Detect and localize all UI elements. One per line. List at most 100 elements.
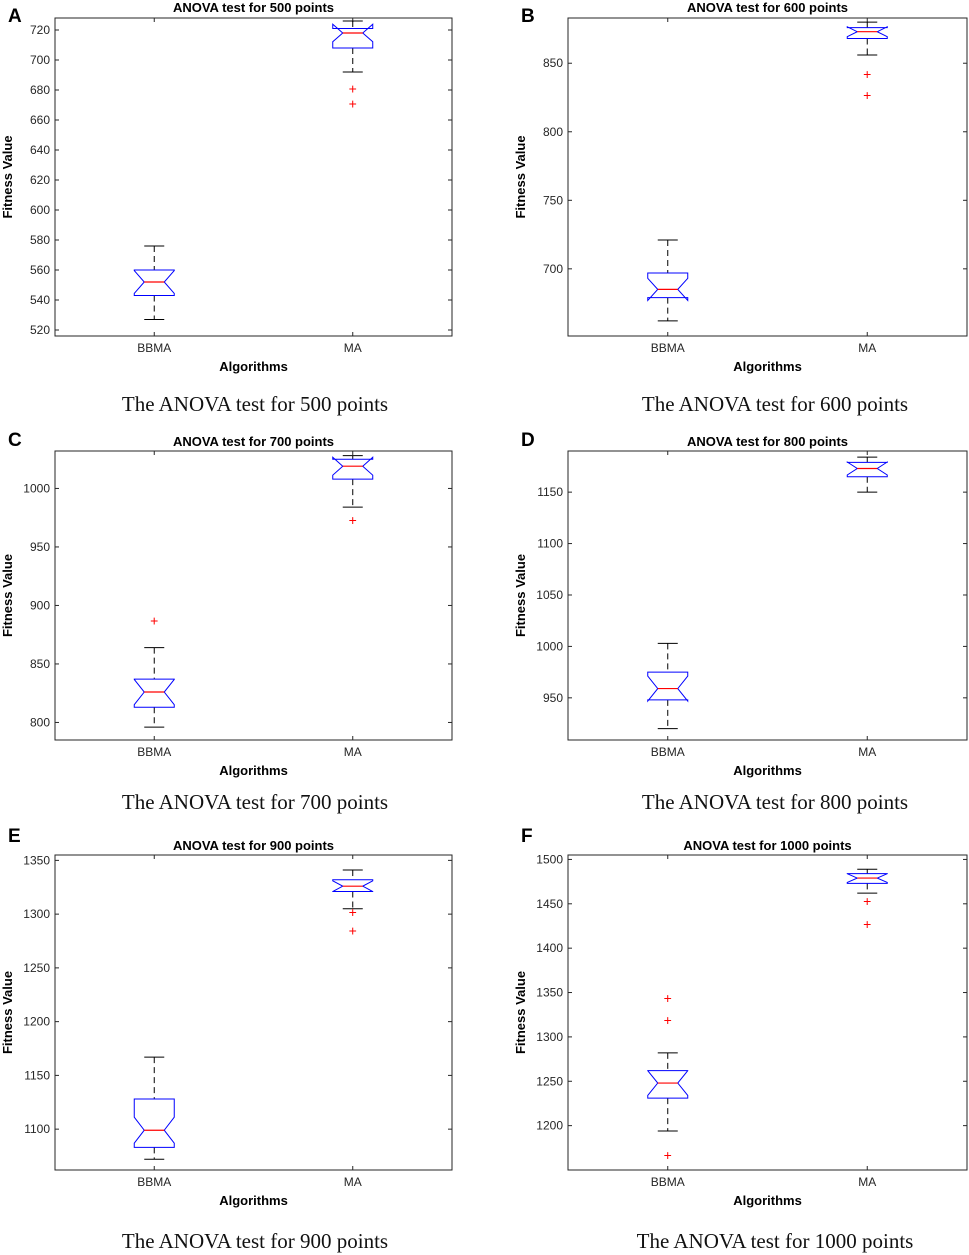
panel-f: F ANOVA test for 1000 points 1200 1250 1300 1…: [513, 826, 968, 1253]
x-tick-label: MA: [344, 341, 362, 355]
panel-label: A: [8, 6, 22, 27]
notched-box: [846, 461, 888, 478]
y-tick-label: 700: [543, 262, 563, 276]
box-ma: ++: [846, 868, 888, 932]
y-tick-label: 720: [30, 23, 50, 37]
y-tick-label: 600: [30, 203, 50, 217]
panel-label: D: [521, 430, 535, 451]
chart-title: ANOVA test for 700 points: [173, 434, 334, 449]
panel-label: C: [8, 430, 22, 451]
y-tick-label: 800: [543, 125, 563, 139]
notched-box: [133, 1098, 175, 1148]
x-axis-label: Algorithms: [219, 763, 288, 778]
notched-box: [647, 1070, 689, 1099]
x-tick-label: BBMA: [137, 745, 171, 759]
x-axis-label: Algorithms: [733, 763, 802, 778]
y-tick-label: 1350: [536, 986, 563, 1000]
outlier-marker: +: [349, 922, 357, 938]
y-tick-label: 1000: [23, 481, 50, 495]
panel-c: C ANOVA test for 700 points 800 850 900 950 10…: [0, 430, 453, 814]
x-tick-label: MA: [858, 1175, 876, 1189]
box-bbma: [647, 239, 689, 322]
y-tick-label: 1000: [536, 639, 563, 653]
outlier-marker: +: [349, 81, 357, 97]
notched-box: [332, 456, 374, 480]
chart-title: ANOVA test for 1000 points: [683, 838, 851, 853]
notched-box: [647, 671, 689, 703]
x-tick-label: MA: [344, 745, 362, 759]
panel-e: E ANOVA test for 900 points 1100 1150 1200 12…: [0, 826, 453, 1253]
figure-caption: The ANOVA test for 900 points: [122, 1229, 388, 1253]
y-tick-label: 1100: [24, 1122, 50, 1136]
x-tick-label: BBMA: [137, 1175, 171, 1189]
notched-box: [133, 269, 175, 296]
notched-box: [332, 879, 374, 893]
y-axis-label: Fitness Value: [0, 971, 15, 1054]
y-axis-label: Fitness Value: [513, 554, 528, 637]
plot-frame: [567, 17, 968, 337]
chart-title: ANOVA test for 900 points: [173, 838, 334, 853]
y-tick-label: 560: [30, 263, 50, 277]
outlier-marker: +: [664, 1012, 672, 1028]
notched-box: [647, 272, 689, 302]
box-bbma: + + +: [647, 990, 689, 1163]
notched-box: [846, 25, 888, 40]
outlier-marker: +: [664, 1147, 672, 1163]
y-tick-label: 1300: [536, 1030, 563, 1044]
box-ma: ++: [846, 21, 888, 103]
y-tick-label: 1050: [536, 588, 563, 602]
box-ma: +: [332, 455, 374, 528]
y-axis-label: Fitness Value: [0, 554, 15, 637]
outlier-marker: +: [863, 66, 871, 82]
panel-label: B: [521, 6, 535, 27]
y-tick-label: 680: [30, 83, 50, 97]
panel-b: B ANOVA test for 600 points 700 750 800 850 BB…: [513, 0, 968, 416]
x-tick-label: BBMA: [137, 341, 171, 355]
plot-frame: [54, 450, 453, 741]
y-tick-label: 540: [30, 293, 50, 307]
x-tick-label: BBMA: [651, 1175, 685, 1189]
y-tick-label: 950: [543, 691, 563, 705]
outlier-marker: +: [349, 904, 357, 920]
x-tick-label: MA: [858, 341, 876, 355]
box-bbma: [133, 1056, 175, 1160]
outlier-marker: +: [863, 893, 871, 909]
y-tick-label: 660: [30, 113, 50, 127]
y-tick-label: 1150: [24, 1068, 50, 1082]
outlier-marker: +: [664, 990, 672, 1006]
y-axis-label: Fitness Value: [0, 135, 15, 218]
outlier-marker: +: [863, 87, 871, 103]
box-bbma: [647, 642, 689, 730]
y-tick-label: 520: [30, 323, 50, 337]
plot-frame: [54, 17, 453, 337]
plot-frame: [54, 854, 453, 1171]
y-tick-label: 1400: [536, 941, 563, 955]
outlier-marker: +: [863, 916, 871, 932]
outlier-marker: +: [150, 613, 158, 629]
box-ma: ++: [332, 20, 374, 112]
plot-frame: [567, 450, 968, 741]
y-axis-label: Fitness Value: [513, 135, 528, 218]
notched-box: [332, 23, 374, 49]
box-ma: ++: [332, 869, 374, 938]
figure-caption: The ANOVA test for 600 points: [642, 392, 908, 416]
y-tick-label: 700: [30, 53, 50, 67]
y-tick-label: 1100: [537, 537, 563, 551]
figure-caption: The ANOVA test for 500 points: [122, 392, 388, 416]
notched-box: [133, 678, 175, 708]
notched-box: [846, 873, 888, 884]
panel-label: F: [521, 826, 533, 847]
y-tick-label: 800: [30, 715, 50, 729]
x-axis-label: Algorithms: [219, 359, 288, 374]
figure-caption: The ANOVA test for 1000 points: [637, 1229, 914, 1253]
x-tick-label: BBMA: [651, 341, 685, 355]
y-tick-label: 900: [30, 598, 50, 612]
plot-frame: [567, 854, 968, 1171]
x-tick-label: MA: [858, 745, 876, 759]
x-axis-label: Algorithms: [219, 1193, 288, 1208]
y-tick-label: 620: [30, 173, 50, 187]
x-axis-label: Algorithms: [733, 359, 802, 374]
y-tick-label: 1200: [23, 1015, 50, 1029]
panel-d: D ANOVA test for 800 points 950 1000 1050 110…: [513, 430, 968, 814]
